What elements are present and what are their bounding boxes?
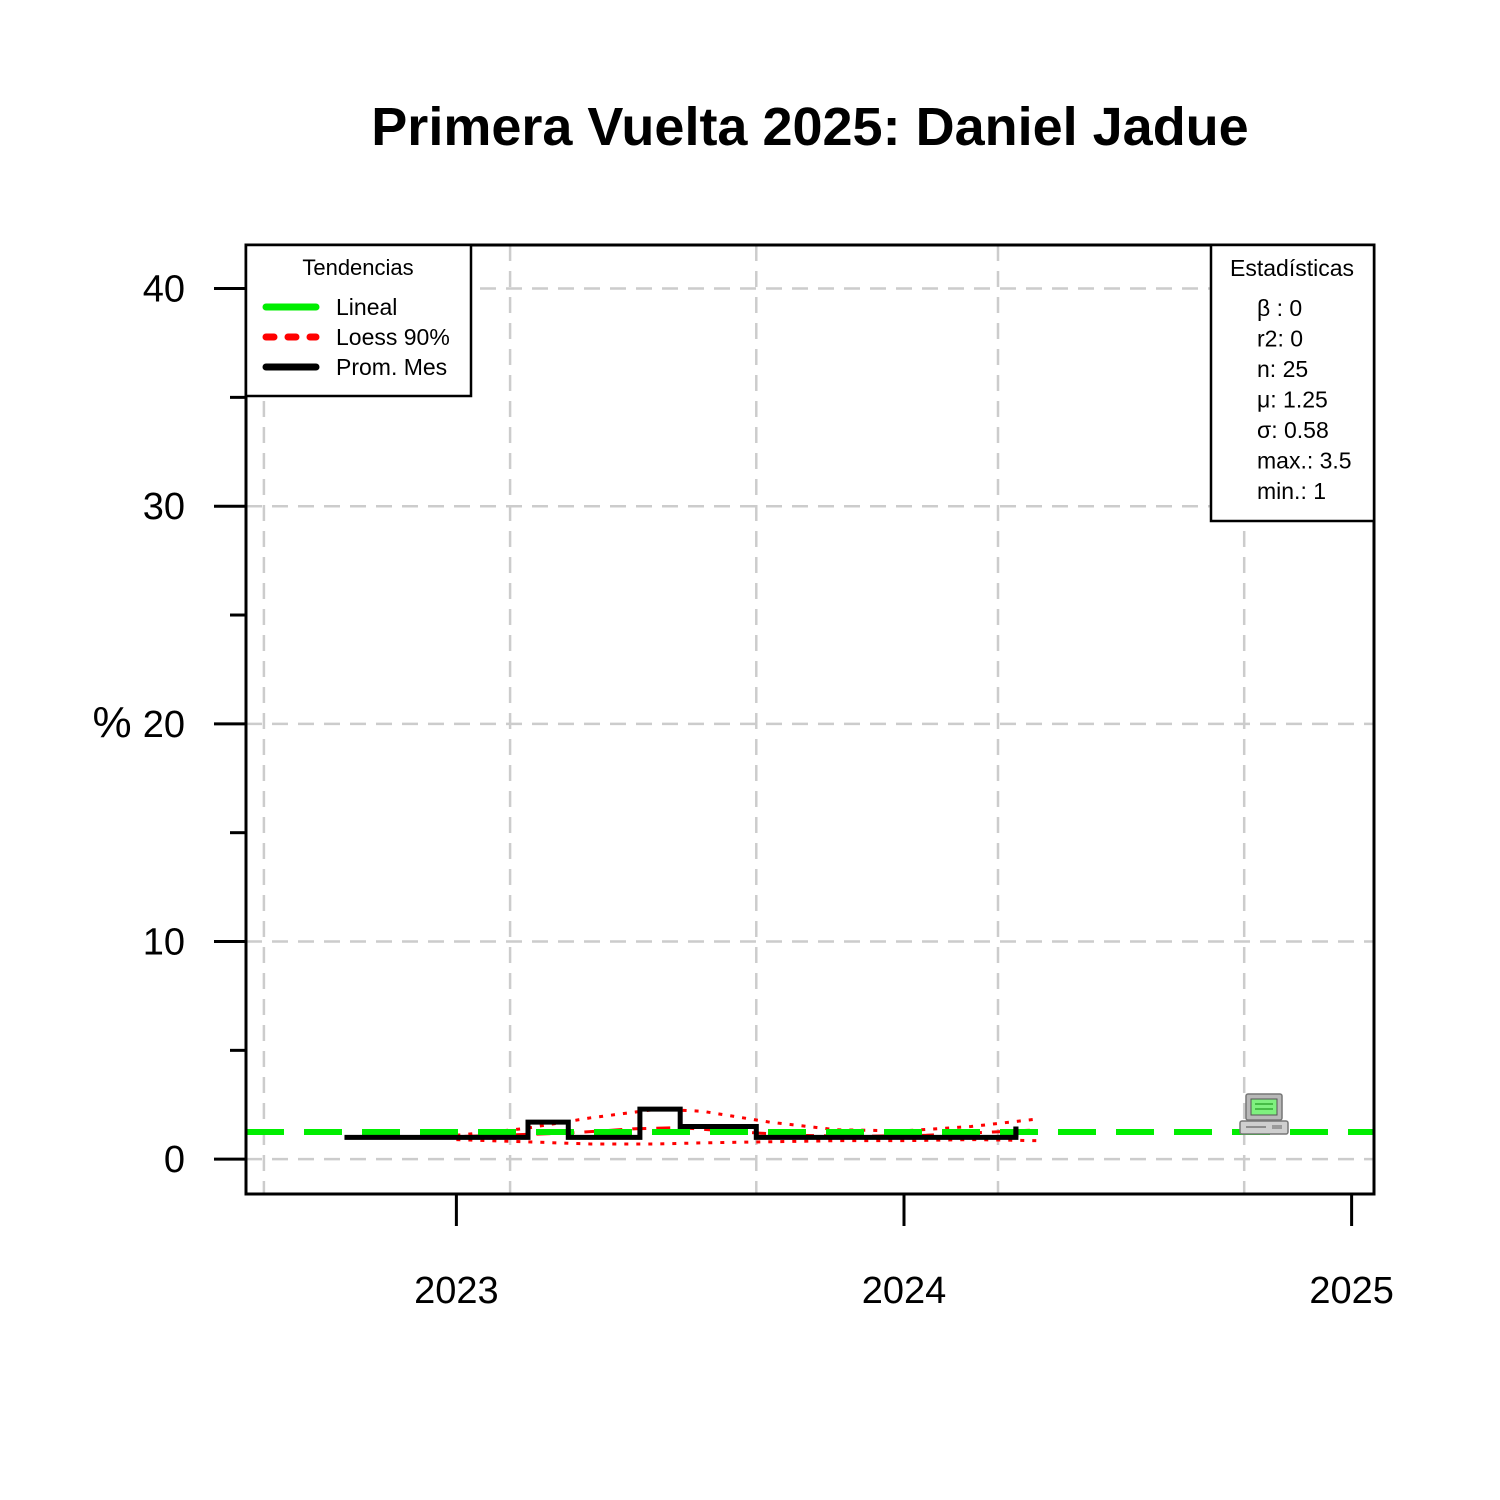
chart-title: Primera Vuelta 2025: Daniel Jadue	[371, 97, 1248, 157]
series-layer	[246, 1106, 1374, 1146]
stats-line: r2: 0	[1257, 326, 1303, 352]
legend-trends: Tendencias Lineal Loess 90% Prom. Mes	[244, 243, 473, 398]
x-tick-label: 2024	[862, 1270, 947, 1312]
x-tick-label: 2023	[414, 1270, 499, 1312]
grid	[246, 245, 1374, 1194]
y-tick-label: 20	[143, 704, 185, 746]
legend-label: Loess 90%	[336, 324, 450, 350]
series-loess-90-lower	[456, 1138, 1039, 1146]
legend-label: Prom. Mes	[336, 354, 447, 380]
y-tick-label: 30	[143, 486, 185, 528]
computer-icon	[1239, 1093, 1289, 1135]
x-tick-label: 2025	[1309, 1270, 1394, 1312]
stats-line: σ: 0.58	[1257, 417, 1329, 443]
stats-line: max.: 3.5	[1257, 448, 1352, 474]
legend-label: Lineal	[336, 294, 397, 320]
y-axis-label: %	[92, 698, 131, 747]
y-tick-label: 10	[143, 922, 185, 964]
stats-line: μ: 1.25	[1257, 387, 1328, 413]
stats-line: min.: 1	[1257, 478, 1326, 504]
stats-line: n: 25	[1257, 356, 1308, 382]
axes: 0 10 20 30 40 2023 2024 2025	[143, 243, 1394, 1312]
legend-stats: Estadísticas β : 0 r2: 0 n: 25 μ: 1.25 σ: 0.…	[1209, 243, 1376, 523]
legend-trends-title: Tendencias	[302, 255, 413, 280]
y-tick-label: 0	[164, 1139, 185, 1181]
y-tick-label: 40	[143, 269, 185, 311]
plot-frame	[244, 243, 1376, 1196]
series-prom-mes	[344, 1106, 1019, 1140]
legend-stats-title: Estadísticas	[1230, 255, 1354, 281]
stats-line: β : 0	[1257, 295, 1302, 321]
